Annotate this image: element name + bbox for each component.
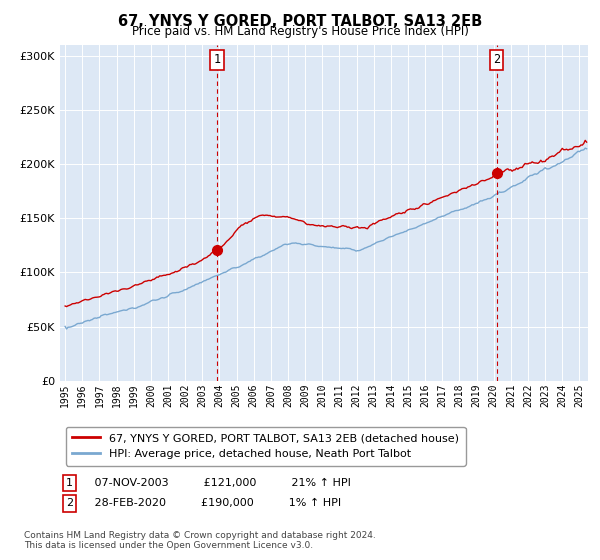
Text: Contains HM Land Registry data © Crown copyright and database right 2024.
This d: Contains HM Land Registry data © Crown c… [24,530,376,550]
Text: 07-NOV-2003          £121,000          21% ↑ HPI: 07-NOV-2003 £121,000 21% ↑ HPI [84,478,350,488]
Text: Price paid vs. HM Land Registry's House Price Index (HPI): Price paid vs. HM Land Registry's House … [131,25,469,38]
Legend: 67, YNYS Y GORED, PORT TALBOT, SA13 2EB (detached house), HPI: Average price, de: 67, YNYS Y GORED, PORT TALBOT, SA13 2EB … [65,427,466,465]
Text: 67, YNYS Y GORED, PORT TALBOT, SA13 2EB: 67, YNYS Y GORED, PORT TALBOT, SA13 2EB [118,14,482,29]
Text: 2: 2 [493,53,500,66]
Text: 1: 1 [66,478,73,488]
Text: 1: 1 [214,53,220,66]
Text: 28-FEB-2020          £190,000          1% ↑ HPI: 28-FEB-2020 £190,000 1% ↑ HPI [84,498,341,508]
Text: 2: 2 [66,498,73,508]
